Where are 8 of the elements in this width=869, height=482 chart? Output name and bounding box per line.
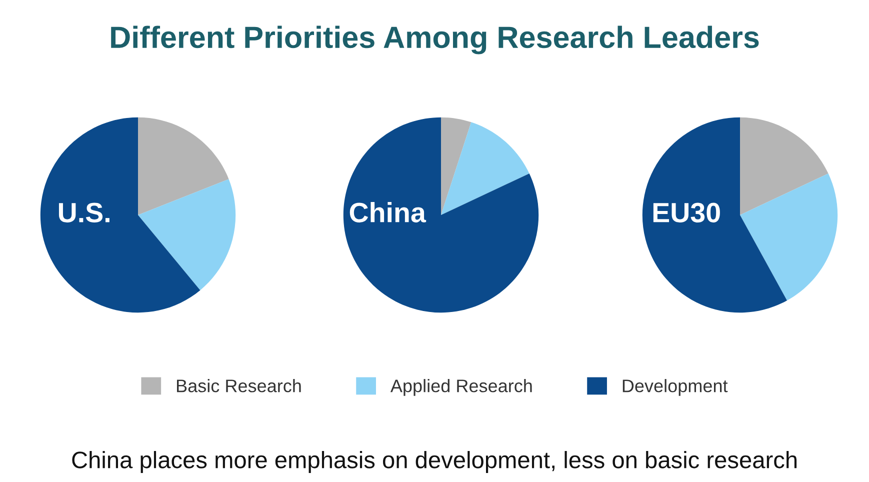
slice-label: China — [350, 202, 426, 222]
legend-label: Basic Research — [176, 379, 301, 392]
legend-label: Applied Research — [390, 379, 532, 396]
text: China places more emphasis on development, less on basic research — [72, 450, 797, 474]
slice-label: EU30 — [653, 202, 720, 222]
slice-label: U.S. — [58, 202, 110, 222]
chart-title: Different Priorities Among Research Leaders — [111, 26, 759, 54]
legend-label: Development — [622, 379, 728, 396]
